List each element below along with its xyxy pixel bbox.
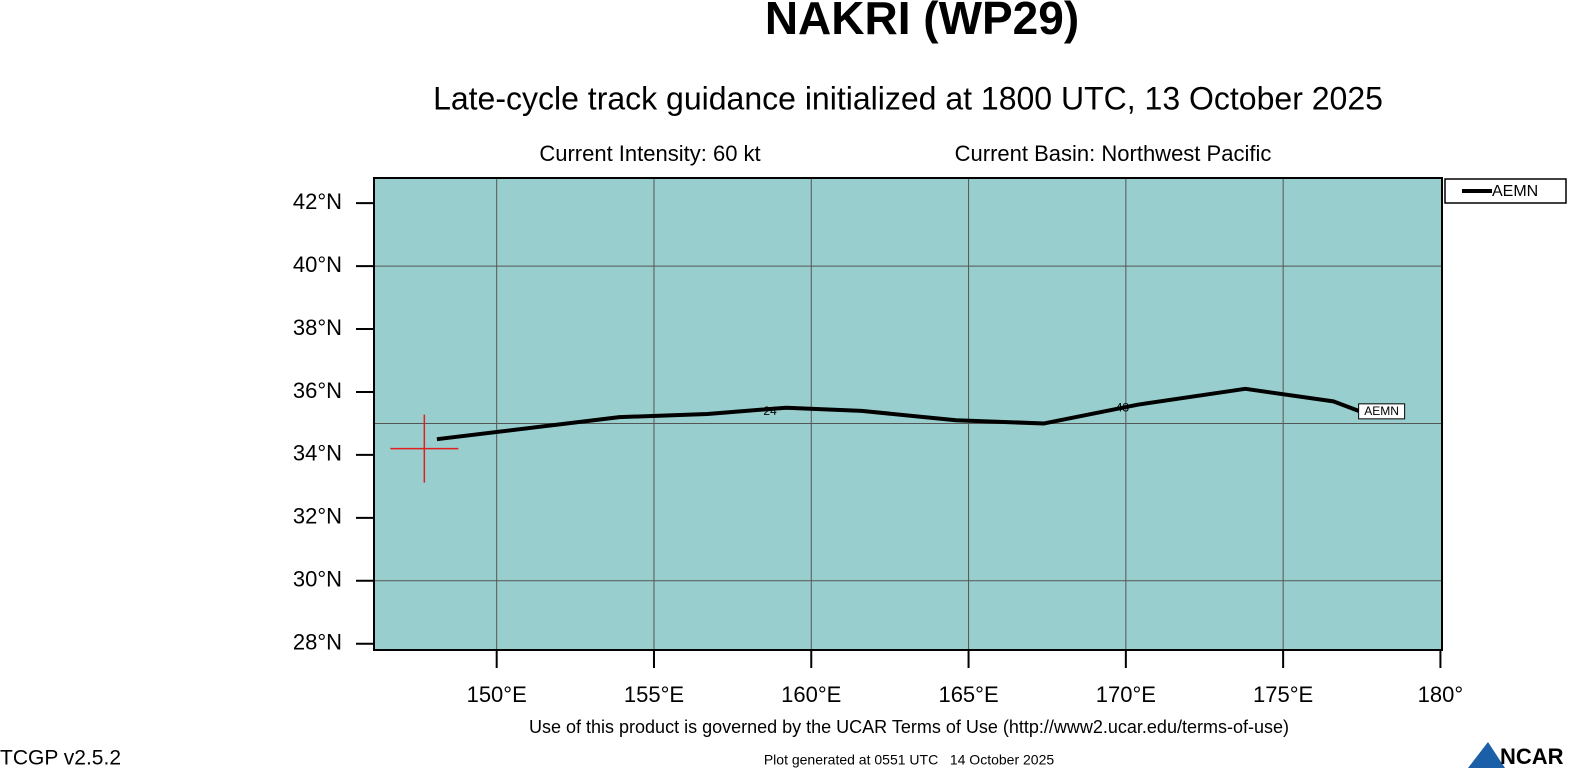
plot-border <box>373 177 1443 651</box>
x-tick-label: 170°E <box>1096 682 1156 707</box>
y-tick-label: 28°N <box>293 630 342 655</box>
y-tick-label: 32°N <box>293 504 342 529</box>
x-tick-label: 160°E <box>781 682 841 707</box>
x-tick-label: 150°E <box>467 682 527 707</box>
current-position <box>390 414 459 483</box>
generated: Plot generated at 0551 UTC 14 October 20… <box>764 752 1055 768</box>
intensity: Current Intensity: 60 kt <box>539 141 760 166</box>
version: TCGP v2.5.2 <box>0 747 121 770</box>
point-label: 48 <box>1116 401 1130 415</box>
footer: Use of this product is governed by the U… <box>529 717 1289 737</box>
y-tick-label: 36°N <box>293 378 342 403</box>
end-label: AEMN <box>1364 404 1399 418</box>
subtitle: Late-cycle track guidance initialized at… <box>433 80 1383 116</box>
legend-label: AEMN <box>1492 183 1538 200</box>
x-tick-label: 155°E <box>624 682 684 707</box>
legend-box <box>1444 178 1567 204</box>
x-tick-label: 175°E <box>1253 682 1313 707</box>
basin: Current Basin: Northwest Pacific <box>955 141 1272 166</box>
logo-mark <box>1468 742 1505 768</box>
x-tick-label: 180° <box>1418 682 1464 707</box>
title: NAKRI (WP29) <box>765 0 1079 44</box>
track-line <box>436 386 1360 442</box>
y-tick-label: 30°N <box>293 567 342 592</box>
y-tick-label: 42°N <box>293 189 342 214</box>
end-label-box <box>1358 403 1406 420</box>
y-tick-label: 40°N <box>293 252 342 277</box>
logo: NCAR <box>1500 744 1564 769</box>
point-label: 24 <box>763 404 777 418</box>
x-tick-label: 165°E <box>938 682 998 707</box>
y-tick-label: 38°N <box>293 315 342 340</box>
y-tick-label: 34°N <box>293 441 342 466</box>
